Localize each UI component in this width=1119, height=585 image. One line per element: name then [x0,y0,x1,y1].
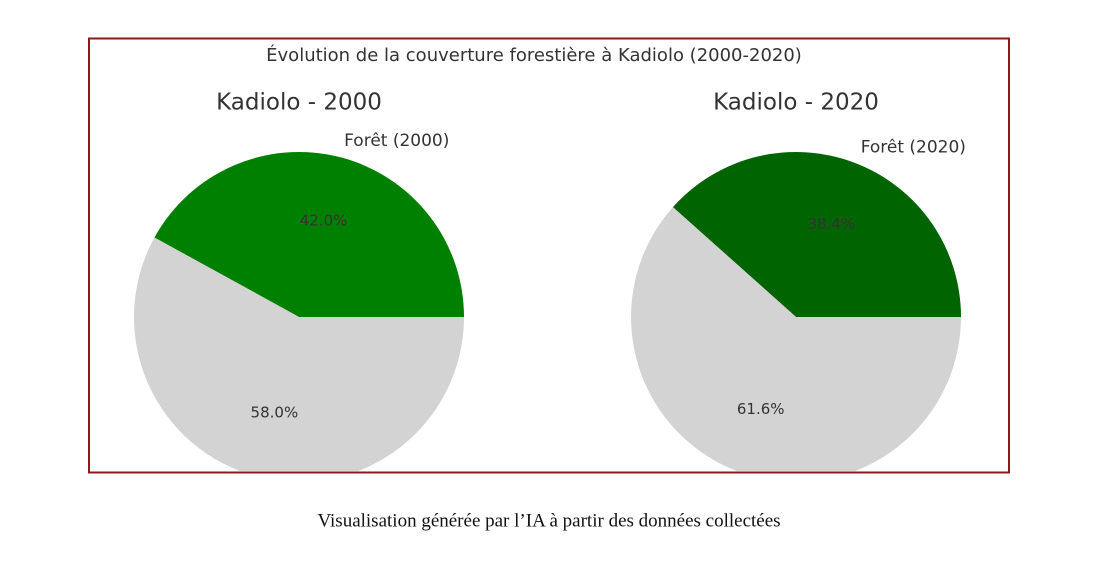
pie-slice [134,237,464,471]
caption: Visualisation générée par l’IA à partir … [317,510,780,531]
pie-slice [672,152,961,317]
pie-title: Kadiolo - 2000 [216,90,382,116]
value-label: 61.6% [737,400,785,418]
pie-slice [631,207,961,471]
pie-title: Kadiolo - 2020 [713,90,879,116]
category-label: Forêt (2000) [344,131,449,151]
value-label: 42.0% [300,212,348,230]
value-label: 58.0% [251,403,299,421]
value-label: 38.4% [807,215,855,233]
category-label: Forêt (2020) [861,137,966,157]
pie-slice [154,152,464,317]
plots: 42.0% 58.0% 38.4% 61.6% [134,152,961,471]
figure-title: Évolution de la couverture forestière à … [266,44,802,66]
